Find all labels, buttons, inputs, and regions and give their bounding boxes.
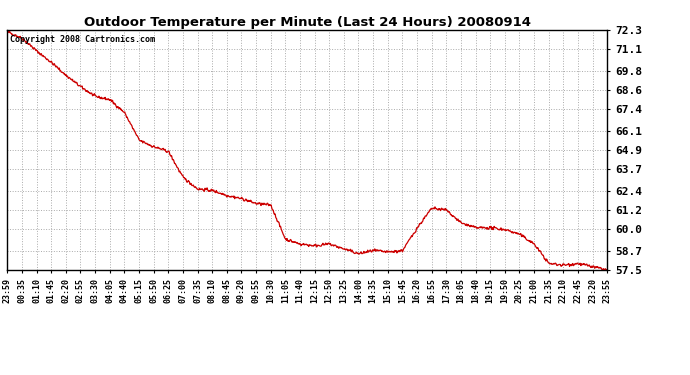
Text: Copyright 2008 Cartronics.com: Copyright 2008 Cartronics.com [10, 35, 155, 44]
Title: Outdoor Temperature per Minute (Last 24 Hours) 20080914: Outdoor Temperature per Minute (Last 24 … [83, 16, 531, 29]
